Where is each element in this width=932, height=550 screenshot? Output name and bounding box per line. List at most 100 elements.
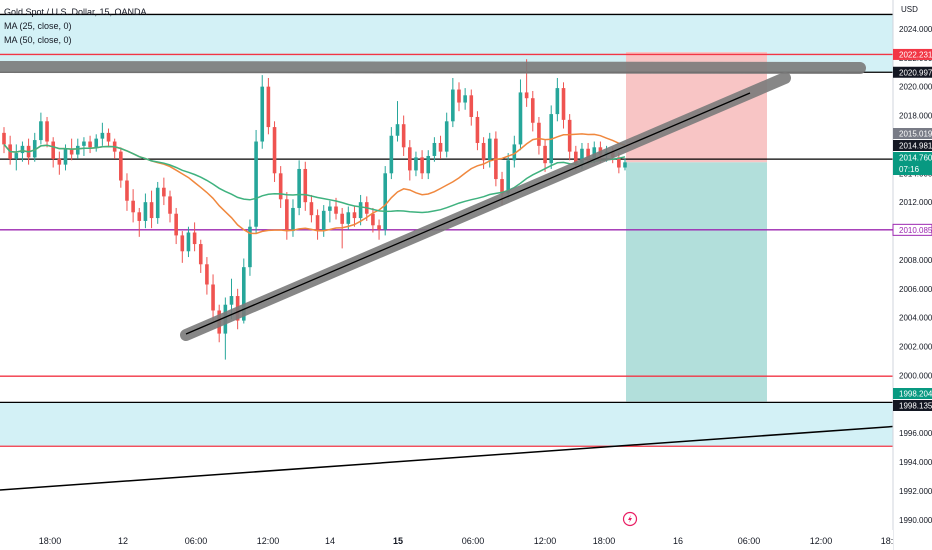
time-tick-label: 16 <box>673 536 683 546</box>
candle-body <box>543 145 547 164</box>
candle-body <box>580 148 584 164</box>
resistance-marker-stroke[interactable] <box>0 61 866 74</box>
candle-body <box>315 215 320 232</box>
candle-body <box>451 89 455 122</box>
ascending-trendline[interactable] <box>185 92 751 335</box>
candle-body <box>149 202 154 219</box>
candle-body <box>389 135 394 174</box>
candle-body <box>334 206 338 214</box>
candle-body <box>131 200 135 213</box>
candle-body <box>229 296 234 305</box>
candle-body <box>278 173 283 200</box>
candles-layer <box>2 59 627 360</box>
candle-body <box>20 145 25 154</box>
price-label-badge <box>893 388 932 399</box>
price-label-badge <box>893 140 932 151</box>
candle-body <box>45 121 49 142</box>
price-label-badge <box>893 152 932 175</box>
candle-body <box>285 199 289 232</box>
moving-averages-layer <box>3 133 626 235</box>
price-label-badge <box>893 128 932 139</box>
candle-body <box>14 153 19 159</box>
time-tick-label: 15 <box>393 536 403 546</box>
price-tick-label: 1994.000 <box>899 458 932 467</box>
price-tick-label: 2012.000 <box>899 198 932 207</box>
candle-body <box>352 212 357 219</box>
price-label-badge <box>892 223 932 236</box>
candle-body <box>2 132 6 145</box>
price-label-badge <box>893 66 932 78</box>
price-tick-label: 2004.000 <box>899 314 932 323</box>
candle-body <box>487 138 492 161</box>
bar-countdown: 07:16 <box>899 165 920 174</box>
price-tick-label: 1990.000 <box>899 516 932 525</box>
candle-body <box>39 121 43 141</box>
ma25-legend: MA (25, close, 0) <box>4 21 72 31</box>
candle-body <box>506 160 510 194</box>
time-tick-label: 12:00 <box>534 536 557 546</box>
candle-body <box>537 122 541 146</box>
candle-body <box>371 213 375 226</box>
price-tick-label: 1996.000 <box>899 429 932 438</box>
candle-body <box>555 88 560 115</box>
lightning-glyph <box>628 515 632 523</box>
price-label-text: 2020.997 <box>899 68 932 77</box>
ma50-legend: MA (50, close, 0) <box>4 35 72 45</box>
time-axis: 18:00 12 06:00 12:00 14 15 06:00 12:00 18:00 16 06… <box>0 530 893 550</box>
candle-body <box>395 124 400 136</box>
candle-body <box>125 180 129 201</box>
candle-body <box>414 157 418 171</box>
long-term-trendline[interactable] <box>0 425 901 491</box>
candle-body <box>241 267 246 321</box>
candle-body <box>475 116 480 143</box>
candle-body <box>254 141 258 227</box>
candle-body <box>309 202 314 216</box>
time-tick-label: 06:00 <box>462 536 485 546</box>
candle-body <box>272 127 277 174</box>
price-label-badge <box>893 48 932 60</box>
lightning-icon[interactable] <box>622 511 638 527</box>
chart-legend: Gold Spot / U.S. Dollar, 15, OANDA MA (2… <box>4 5 147 47</box>
candle-body <box>155 187 160 219</box>
candle-body <box>297 168 301 208</box>
price-label-text: 2014.760 <box>899 154 932 163</box>
time-tick-label: 18:00 <box>593 536 616 546</box>
candle-body <box>248 226 252 268</box>
candle-body <box>346 212 351 224</box>
candle-body <box>481 142 486 161</box>
candle-body <box>500 179 504 194</box>
candle-body <box>383 173 388 230</box>
candle-body <box>530 98 535 123</box>
candle-body <box>119 151 123 181</box>
candle-body <box>463 95 467 103</box>
price-label-text: 1998.204 <box>899 390 932 399</box>
price-label-badge <box>893 400 932 411</box>
candle-body <box>328 206 332 211</box>
candle-body <box>82 141 86 146</box>
candle-body <box>567 119 572 152</box>
candle-body <box>617 157 621 168</box>
time-tick-label: 12:00 <box>257 536 280 546</box>
candle-body <box>198 244 203 265</box>
candle-body <box>266 86 271 128</box>
candle-body <box>444 121 449 152</box>
symbol-title: Gold Spot / U.S. Dollar, 15, OANDA <box>4 7 147 17</box>
candle-body <box>401 124 406 148</box>
candle-body <box>88 141 92 148</box>
price-label-text: 2014.981 <box>899 142 932 151</box>
candle-body <box>420 157 424 174</box>
take-profit-zone[interactable] <box>626 162 767 402</box>
short-position-tool[interactable] <box>626 51 767 402</box>
candle-body <box>457 89 461 103</box>
candle-body <box>432 142 437 156</box>
price-tick-label: 2018.000 <box>899 112 932 121</box>
candle-body <box>561 88 566 120</box>
candle-body <box>512 144 517 161</box>
price-axis-background <box>893 0 932 550</box>
candle-body <box>137 212 142 221</box>
candle-body <box>57 158 62 165</box>
candle-body <box>143 202 148 221</box>
price-label-text: 2022.231 <box>899 50 932 59</box>
candle-body <box>192 232 197 245</box>
